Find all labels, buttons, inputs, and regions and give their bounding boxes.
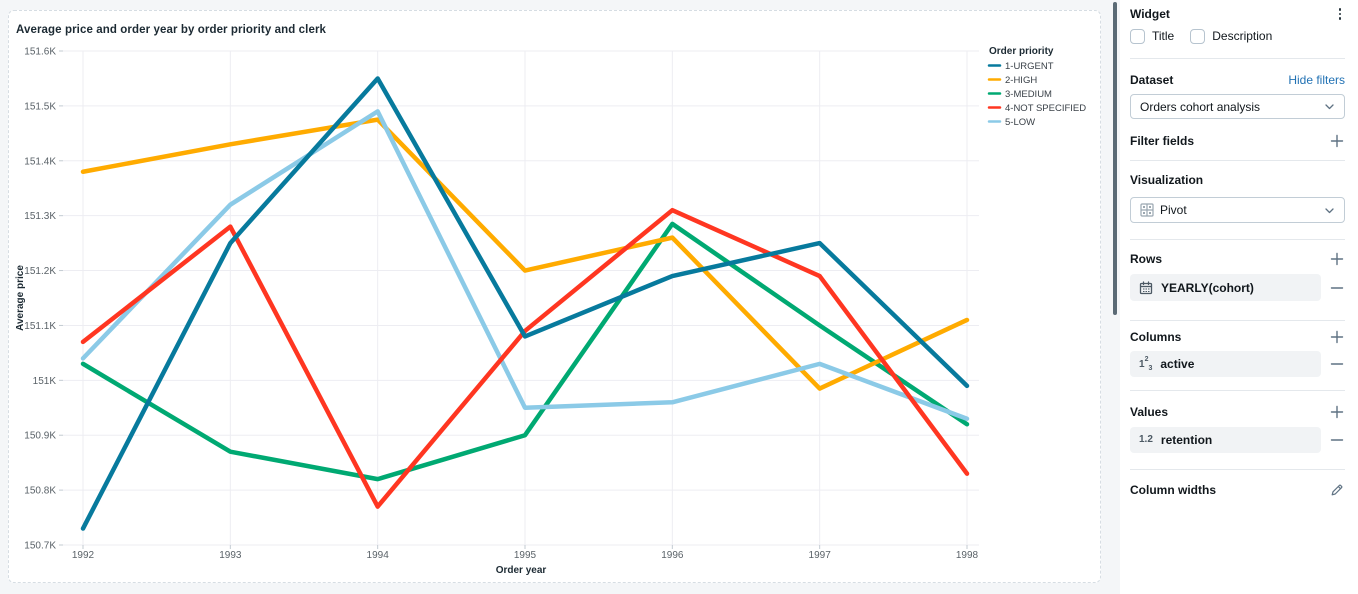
minus-icon — [1330, 439, 1344, 441]
rows-label: Rows — [1130, 252, 1163, 266]
divider — [1130, 469, 1345, 470]
visualization-label: Visualization — [1130, 173, 1204, 187]
visualization-select[interactable]: Pivot — [1130, 197, 1345, 223]
kebab-menu-icon[interactable] — [1335, 6, 1346, 22]
svg-text:151.3K: 151.3K — [24, 211, 56, 222]
remove-column-field-button[interactable] — [1329, 356, 1345, 372]
legend-item-label: 1-URGENT — [1005, 61, 1054, 72]
svg-text:1995: 1995 — [514, 550, 537, 561]
plus-icon — [1330, 330, 1344, 344]
y-axis-title: Average price — [15, 265, 26, 331]
divider — [1130, 58, 1345, 59]
svg-text:150.9K: 150.9K — [24, 431, 56, 442]
hide-filters-link[interactable]: Hide filters — [1288, 73, 1345, 87]
panel-resize-handle[interactable] — [1113, 2, 1117, 315]
svg-text:1998: 1998 — [956, 550, 979, 561]
chart-title: Average price and order year by order pr… — [16, 24, 327, 36]
columns-label: Columns — [1130, 330, 1182, 344]
svg-text:150.7K: 150.7K — [24, 541, 56, 552]
svg-text:151K: 151K — [33, 376, 57, 387]
price-by-year-line-chart: 150.7K 150.8K 150.9K 151K 151.1K 151.2K 151.3K… — [15, 46, 1086, 576]
column-widths-label: Column widths — [1130, 483, 1216, 497]
rows-field-name: YEARLY(cohort) — [1161, 280, 1254, 295]
dataset-label: Dataset — [1130, 73, 1174, 87]
description-checkbox-label: Description — [1212, 29, 1273, 43]
pivot-table-icon — [1140, 203, 1154, 217]
series-line-1-URGENT — [80, 76, 970, 531]
legend-item-label: 5-LOW — [1005, 117, 1035, 128]
integer-type-icon: 123 — [1139, 356, 1153, 372]
columns-field-pill[interactable]: 123 active — [1130, 351, 1321, 377]
series-line-2-HIGH — [80, 117, 970, 391]
chart-legend: Order priority 1-URGENT 2-HIGH 3-MEDIUM 4-NO… — [987, 46, 1086, 128]
dataset-selected-value: Orders cohort analysis — [1140, 99, 1261, 114]
svg-text:1993: 1993 — [219, 550, 242, 561]
values-field-name: retention — [1160, 433, 1213, 447]
visualization-selected-value: Pivot — [1160, 203, 1187, 217]
divider — [1130, 320, 1345, 321]
chevron-down-icon — [1325, 104, 1334, 110]
add-row-field-button[interactable] — [1329, 251, 1345, 267]
remove-value-field-button[interactable] — [1329, 432, 1345, 448]
legend-item-label: 4-NOT SPECIFIED — [1005, 103, 1086, 114]
chart-widget-card[interactable]: Average price and order year by order pr… — [8, 10, 1101, 583]
title-checkbox[interactable] — [1130, 28, 1145, 44]
chart-grid: 150.7K 150.8K 150.9K 151K 151.1K 151.2K 151.3K… — [24, 47, 979, 561]
svg-text:151.5K: 151.5K — [24, 101, 56, 112]
series-line-3-MEDIUM — [80, 221, 970, 482]
divider — [1130, 239, 1345, 240]
filter-fields-label: Filter fields — [1130, 134, 1195, 148]
rows-field-pill[interactable]: YEARLY(cohort) — [1130, 274, 1321, 301]
add-value-field-button[interactable] — [1329, 404, 1345, 420]
divider — [1130, 390, 1345, 391]
columns-field-name: active — [1160, 357, 1195, 371]
decimal-type-icon: 1.2 — [1139, 434, 1153, 445]
add-column-field-button[interactable] — [1329, 329, 1345, 345]
svg-text:1996: 1996 — [661, 550, 684, 561]
plus-icon — [1330, 405, 1344, 419]
minus-icon — [1330, 363, 1344, 365]
svg-text:150.8K: 150.8K — [24, 486, 56, 497]
svg-text:1997: 1997 — [809, 550, 832, 561]
values-label: Values — [1130, 405, 1169, 419]
calendar-icon — [1139, 280, 1153, 294]
pencil-icon — [1331, 484, 1343, 496]
widget-config-panel: Widget Title Description Dataset Hide fi… — [1120, 0, 1358, 594]
svg-text:1994: 1994 — [367, 550, 390, 561]
chevron-down-icon — [1325, 207, 1334, 213]
svg-text:1992: 1992 — [72, 550, 95, 561]
series-line-4-NOT SPECIFIED — [80, 207, 970, 509]
series-line-5-LOW — [80, 109, 970, 422]
legend-item-label: 2-HIGH — [1005, 75, 1037, 86]
title-checkbox-label: Title — [1152, 29, 1175, 43]
panel-title: Widget — [1130, 7, 1170, 21]
plus-icon — [1330, 252, 1344, 266]
remove-row-field-button[interactable] — [1329, 280, 1345, 296]
edit-column-widths-button[interactable] — [1329, 482, 1345, 498]
svg-text:151.4K: 151.4K — [24, 156, 56, 167]
dataset-select[interactable]: Orders cohort analysis — [1130, 94, 1345, 119]
legend-item-label: 3-MEDIUM — [1005, 89, 1052, 100]
minus-icon — [1330, 286, 1344, 289]
plus-icon — [1330, 134, 1344, 148]
svg-text:151.6K: 151.6K — [24, 47, 56, 58]
legend-title: Order priority — [989, 46, 1054, 57]
chart-series — [80, 76, 970, 531]
description-checkbox[interactable] — [1190, 28, 1206, 44]
divider — [1130, 160, 1345, 161]
values-field-pill[interactable]: 1.2 retention — [1130, 427, 1321, 453]
svg-text:151.1K: 151.1K — [24, 321, 56, 332]
x-axis-title: Order year — [496, 565, 547, 576]
add-filter-field-button[interactable] — [1329, 133, 1345, 149]
svg-text:151.2K: 151.2K — [24, 266, 56, 277]
